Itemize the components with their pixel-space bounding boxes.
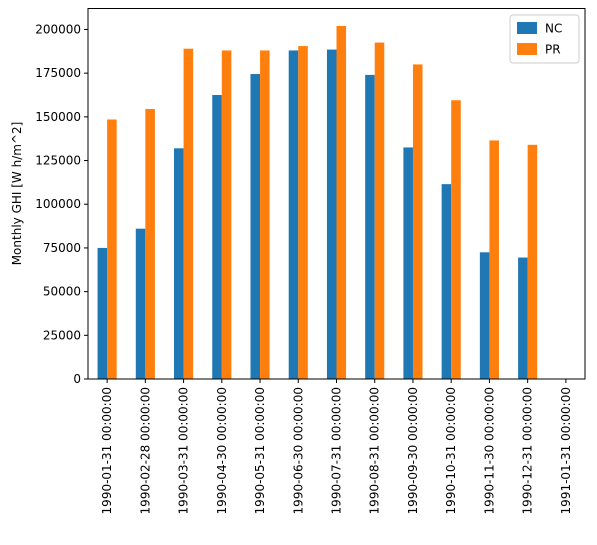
bar-nc-8 <box>403 147 413 379</box>
bar-pr-0 <box>107 119 117 380</box>
bar-nc-5 <box>288 50 299 380</box>
bar-nc-4 <box>250 74 261 379</box>
y-tick-label-3: 75000 <box>43 241 81 255</box>
y-tick-label-4: 100000 <box>35 197 81 211</box>
bar-nc-3 <box>212 95 222 380</box>
x-tick-label-12: 1991-01-31 00:00:00 <box>559 387 573 514</box>
bar-pr-5 <box>298 46 308 380</box>
bar-nc-11 <box>518 257 528 379</box>
y-axis-label: Monthly GHI [W h/m^2] <box>10 122 24 266</box>
y-tick-label-0: 0 <box>73 372 81 386</box>
bar-pr-7 <box>374 42 385 379</box>
y-tick-label-1: 25000 <box>43 328 81 342</box>
bar-nc-9 <box>441 184 452 379</box>
x-tick-label-8: 1990-09-30 00:00:00 <box>406 387 420 514</box>
y-tick-label-7: 175000 <box>35 66 81 80</box>
y-tick-label-5: 125000 <box>35 154 81 168</box>
x-tick-label-11: 1990-12-31 00:00:00 <box>521 387 535 514</box>
bar-nc-10 <box>479 252 490 379</box>
y-tick-label-6: 150000 <box>35 110 81 124</box>
bar-pr-2 <box>183 48 194 380</box>
y-axis: 0 25000 50000 75000 100000 125000 150000 175000… <box>35 22 88 386</box>
y-tick-label-8: 200000 <box>35 22 81 36</box>
x-tick-label-0: 1990-01-31 00:00:00 <box>100 387 114 514</box>
legend-swatch-nc <box>517 22 537 34</box>
bar-nc-7 <box>365 74 375 380</box>
legend-label-pr: PR <box>545 43 561 57</box>
legend-label-nc: NC <box>545 22 562 36</box>
x-tick-label-4: 1990-05-31 00:00:00 <box>253 387 267 514</box>
x-tick-label-1: 1990-02-28 00:00:00 <box>138 387 152 514</box>
bar-nc-0 <box>97 247 108 379</box>
bar-nc-2 <box>174 148 184 379</box>
legend-swatch-pr <box>517 43 537 55</box>
bar-pr-4 <box>260 50 270 380</box>
bar-pr-8 <box>412 64 423 379</box>
x-tick-label-6: 1990-07-31 00:00:00 <box>330 387 344 514</box>
x-tick-label-2: 1990-03-31 00:00:00 <box>177 387 191 514</box>
x-tick-label-9: 1990-10-31 00:00:00 <box>444 387 458 514</box>
bars <box>97 25 538 380</box>
x-tick-label-7: 1990-08-31 00:00:00 <box>368 387 382 514</box>
bar-nc-1 <box>135 228 146 379</box>
bar-pr-11 <box>527 144 538 379</box>
bar-pr-3 <box>221 50 232 380</box>
bar-pr-1 <box>145 108 155 380</box>
legend: NC PR <box>509 14 580 64</box>
bar-pr-10 <box>489 140 499 379</box>
x-tick-label-3: 1990-04-30 00:00:00 <box>215 387 229 514</box>
bar-pr-6 <box>336 25 347 380</box>
bar-nc-6 <box>326 49 337 379</box>
x-tick-label-10: 1990-11-30 00:00:00 <box>482 387 496 514</box>
bar-pr-9 <box>451 100 461 379</box>
x-axis: 1990-01-31 00:00:00 1990-02-28 00:00:00 19… <box>100 379 573 514</box>
y-tick-label-2: 50000 <box>43 285 81 299</box>
x-tick-label-5: 1990-06-30 00:00:00 <box>291 387 305 514</box>
